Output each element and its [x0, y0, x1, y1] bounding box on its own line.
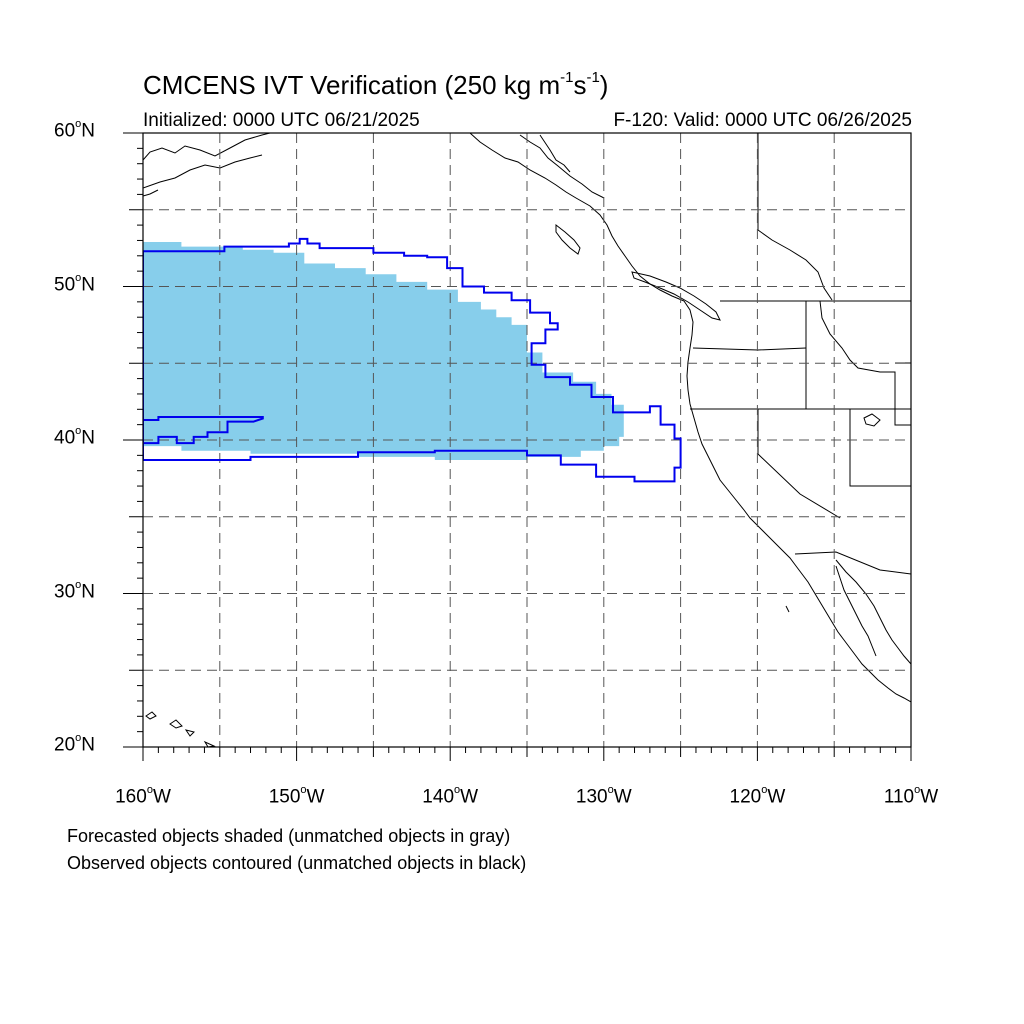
lat-label-50-hemisphere: N: [81, 273, 95, 295]
california-nevada-border: [757, 409, 841, 519]
degree-symbol: o: [454, 784, 461, 796]
footnote-forecast: Forecasted objects shaded (unmatched obj…: [67, 826, 511, 846]
alaska-coastline: [143, 133, 271, 161]
title-mid: s: [573, 70, 587, 100]
degree-symbol: o: [146, 784, 153, 796]
lon-label-110: 110oW: [883, 784, 939, 808]
aleutian-coastline: [143, 189, 159, 197]
hawaii-island-1: [145, 711, 157, 720]
lon-label-140-value: 140: [422, 786, 455, 808]
lat-label-20-value: 20: [54, 734, 76, 756]
canada-province-border: [757, 133, 833, 301]
guadalupe-island: [785, 605, 790, 613]
lon-label-130-hemisphere: W: [613, 786, 632, 808]
lon-label-120: 120oW: [729, 784, 786, 808]
coastlines-borders: [143, 133, 911, 747]
observed-object-layer: [143, 237, 682, 483]
lon-label-110-hemisphere: W: [920, 786, 939, 808]
degree-symbol: o: [75, 425, 82, 437]
observed-ivt-object: [143, 237, 682, 483]
lat-label-60-hemisphere: N: [81, 120, 95, 142]
title-suffix: ): [599, 70, 609, 100]
lat-label-20-hemisphere: N: [81, 734, 95, 756]
lat-label-30-value: 30: [54, 580, 76, 602]
lat-label-40-hemisphere: N: [81, 427, 95, 449]
degree-symbol: o: [300, 784, 307, 796]
lat-label-40-value: 40: [54, 427, 76, 449]
us-mexico-border: [794, 551, 911, 575]
alaska-panhandle-coastline: [519, 134, 605, 199]
lat-lon-grid: [143, 133, 911, 747]
lat-label-60: 60oN: [54, 118, 95, 142]
lat-label-30-hemisphere: N: [81, 580, 95, 602]
degree-symbol: o: [607, 784, 614, 796]
haida-gwaii-island: [555, 223, 581, 255]
title-exponent-1: -1: [560, 69, 574, 87]
degree-symbol: o: [75, 578, 82, 591]
forecast-object-layer: [143, 242, 624, 460]
lon-label-160-hemisphere: W: [152, 786, 171, 808]
washington-oregon-border: [692, 347, 807, 351]
title-prefix: CMCENS IVT Verification (250 kg m: [143, 70, 561, 100]
hawaii-island-4: [203, 740, 216, 747]
lat-label-20: 20oN: [54, 732, 95, 756]
degree-symbol: o: [761, 784, 768, 796]
map-frame: [142, 132, 912, 748]
lon-label-120-hemisphere: W: [767, 786, 786, 808]
forecast-ivt-object: [143, 242, 624, 460]
map-title: CMCENS IVT Verification (250 kg m-1s-1): [143, 69, 609, 101]
bc-coastline: [469, 133, 685, 302]
degree-symbol: o: [75, 271, 82, 284]
lon-label-140: 140oW: [422, 784, 479, 808]
gulf-of-california-east-coast: [835, 559, 911, 665]
lon-label-110-value: 110: [883, 786, 915, 808]
lon-label-130: 130oW: [575, 784, 632, 808]
valid-time-subtitle: F-120: Valid: 0000 UTC 06/26/2025: [613, 110, 912, 131]
degree-symbol: o: [75, 732, 82, 744]
hawaii-island-3: [184, 729, 195, 737]
axis-ticks: [123, 132, 912, 761]
alaska-peninsula-coastline: [143, 154, 263, 189]
lon-label-130-value: 130: [575, 786, 608, 808]
degree-symbol: o: [914, 784, 921, 796]
lat-label-40: 40oN: [54, 425, 95, 449]
alaska-inner-coast: [539, 134, 571, 173]
lon-label-150-hemisphere: W: [306, 786, 325, 808]
lon-label-150: 150oW: [268, 784, 325, 808]
us-mexico-coastline: [683, 300, 911, 703]
footnote-observed: Observed objects contoured (unmatched ob…: [67, 853, 527, 873]
baja-east-coast: [835, 565, 877, 657]
great-salt-lake: [863, 413, 881, 427]
lon-label-150-value: 150: [268, 786, 301, 808]
lat-label-50: 50oN: [54, 271, 95, 296]
observed-ivt-object-2: [143, 416, 264, 445]
lat-label-50-value: 50: [54, 273, 76, 295]
vancouver-island: [631, 271, 721, 321]
nevada-utah-border: [849, 409, 911, 487]
lon-label-160: 160oW: [115, 784, 171, 808]
title-exponent-2: -1: [586, 69, 600, 87]
degree-symbol: o: [75, 118, 82, 130]
idaho-montana-border: [819, 300, 911, 426]
lat-label-60-value: 60: [54, 120, 76, 142]
hawaii-island-2: [169, 719, 183, 729]
lon-label-120-value: 120: [729, 786, 762, 808]
lon-label-160-value: 160: [115, 786, 147, 808]
lon-label-140-hemisphere: W: [460, 786, 479, 808]
init-time-subtitle: Initialized: 0000 UTC 06/21/2025: [143, 110, 420, 131]
lat-label-30: 30oN: [54, 578, 95, 603]
